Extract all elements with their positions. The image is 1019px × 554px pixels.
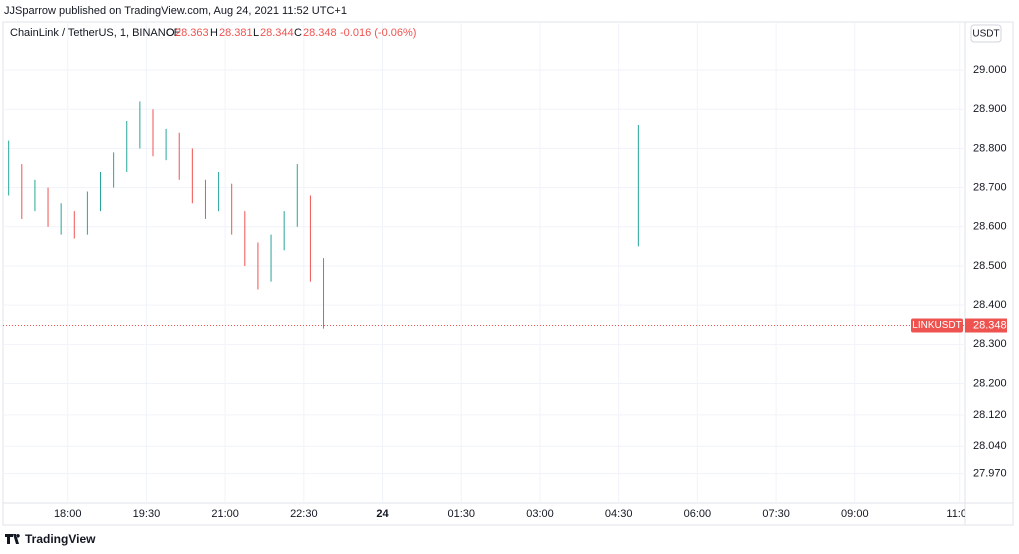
- y-tick-label: 27.970: [973, 468, 1007, 480]
- currency-button[interactable]: [970, 24, 1002, 43]
- open-value: 28.363: [175, 27, 209, 39]
- x-tick-label: 11:00: [946, 508, 973, 520]
- y-tick-label: 28.400: [973, 299, 1007, 311]
- x-tick-label: 06:00: [684, 508, 712, 520]
- x-tick-label: 04:30: [605, 508, 633, 520]
- x-tick-label: 01:30: [447, 508, 475, 520]
- y-tick-label: 28.700: [973, 182, 1007, 194]
- legend: ChainLink / TetherUS, 1, BINANCE O 28.36…: [10, 27, 416, 39]
- currency[interactable]: USDT: [972, 29, 999, 40]
- y-tick-label: 28.500: [973, 260, 1007, 272]
- x-tick-label: 18:00: [54, 508, 82, 520]
- candles: [8, 101, 639, 329]
- y-tick-label: 29.000: [973, 64, 1007, 76]
- symbol: ChainLink / TetherUS, 1, BINANCE: [10, 27, 181, 39]
- close-value: 28.348: [303, 27, 337, 39]
- close-label: C: [294, 27, 302, 39]
- y-tick-label: 28.900: [973, 103, 1007, 115]
- price-tag: LINKUSDT 28.348: [3, 318, 1007, 333]
- time-axis: 18:00 19:30 21:00 22:30 24 01:30 03:00 04:30 06:…: [54, 508, 973, 520]
- brand: TradingView: [25, 532, 96, 546]
- x-tick-label: 24: [376, 508, 389, 520]
- y-tick-label: 28.120: [973, 409, 1007, 421]
- change: -0.016 (-0.06%): [340, 27, 416, 39]
- x-tick-label: 22:30: [290, 508, 318, 520]
- x-tick-label: 09:00: [841, 508, 869, 520]
- x-tick-label: 03:00: [526, 508, 554, 520]
- y-tick-label: 28.300: [973, 338, 1007, 350]
- grid: [3, 22, 965, 503]
- x-tick-label: 19:30: [133, 508, 161, 520]
- x-tick-label: 07:30: [762, 508, 790, 520]
- open-label: O: [166, 27, 175, 39]
- x-tick-label: 21:00: [211, 508, 239, 520]
- price-tag-box: [965, 318, 1007, 333]
- low-value: 28.344: [260, 27, 294, 39]
- high-label: H: [210, 27, 218, 39]
- logo: [5, 534, 20, 544]
- low-label: L: [253, 27, 259, 39]
- y-tick-label: 28.040: [973, 440, 1007, 452]
- symbol-tag: [911, 318, 963, 333]
- publisher-line: JJSparrow published on TradingView.com, …: [4, 5, 347, 17]
- symbol-tag-text: LINKUSDT: [912, 320, 961, 331]
- y-tick-label: 28.200: [973, 377, 1007, 389]
- high-value: 28.381: [219, 27, 253, 39]
- price-tag-text: 28.348: [973, 319, 1007, 331]
- y-tick-label: 28.600: [973, 221, 1007, 233]
- chart-frame: [2, 21, 1014, 526]
- y-tick-label: 28.800: [973, 142, 1007, 154]
- footer: TradingView: [5, 532, 96, 546]
- price-axis: 29.000 28.900 28.800 28.700 28.600 28.500 28.4…: [973, 64, 1007, 480]
